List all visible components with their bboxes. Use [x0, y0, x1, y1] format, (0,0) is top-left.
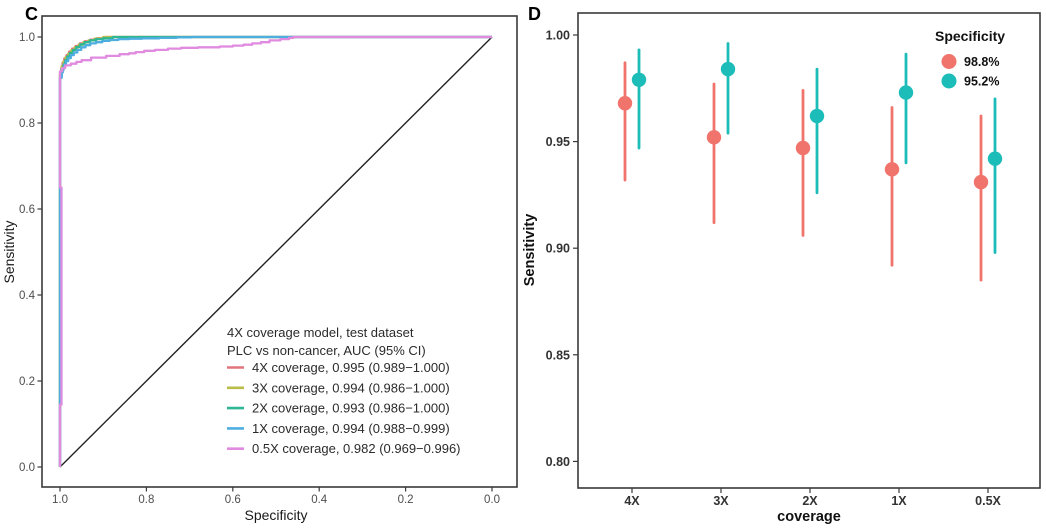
- legend-label-95-2: 95.2%: [964, 75, 999, 89]
- roc-legend-title-line1: 4X coverage model, test dataset: [227, 325, 414, 340]
- x-axis-title: Specificity: [244, 507, 307, 523]
- point-95-2-4x: [631, 72, 647, 87]
- point-95-2-1x: [898, 85, 914, 100]
- y-tick-label: 1.00: [546, 29, 570, 43]
- x-tick-label: 0.8: [138, 494, 154, 506]
- panel-d-frame: [577, 12, 1041, 489]
- panel-c-frame: [41, 15, 518, 488]
- point-98-8-3x: [706, 130, 722, 145]
- y-axis-title: Sensitivity: [522, 214, 538, 287]
- y-tick-label: 1.0: [19, 32, 35, 44]
- point-98-8-0-5x: [973, 174, 989, 190]
- point-98-8-4x: [617, 96, 633, 111]
- point-98-8-1x: [884, 162, 900, 177]
- legend-label-4x-coverage: 4X coverage, 0.995 (0.989−1.000): [252, 360, 450, 375]
- point-95-2-0-5x: [987, 151, 1003, 166]
- point-95-2-3x: [720, 61, 736, 77]
- x-tick-label-3x: 3X: [713, 494, 729, 508]
- legend-label-1x-coverage: 1X coverage, 0.994 (0.988−0.999): [252, 421, 450, 436]
- roc-legend-title-line2: PLC vs non-cancer, AUC (95% CI): [227, 343, 426, 358]
- y-tick-label: 0.2: [19, 376, 35, 388]
- legend-label-3x-coverage: 3X coverage, 0.994 (0.986−1.000): [252, 380, 450, 395]
- x-tick-label: 0.0: [484, 494, 500, 506]
- legend-label-98-8: 98.8%: [964, 55, 999, 69]
- x-tick-label: 1.0: [52, 494, 68, 506]
- x-tick-label-4x: 4X: [624, 494, 640, 508]
- y-tick-label: 0.85: [546, 348, 570, 362]
- roc-curve-1x-coverage: [58, 35, 492, 467]
- x-tick-label-1x: 1X: [891, 494, 907, 508]
- y-tick-label: 0.0: [19, 462, 35, 474]
- specificity-legend: Specificity 98.8% 95.2%: [935, 28, 1005, 89]
- point-95-2-2x: [809, 108, 825, 124]
- y-tick-label: 0.8: [19, 118, 35, 130]
- x-tick-label-0-5x: 0.5X: [975, 494, 1001, 508]
- y-tick-label: 0.95: [546, 135, 570, 149]
- legend-title: Specificity: [935, 28, 1005, 44]
- x-tick-label-2x: 2X: [802, 494, 818, 508]
- legend-key-98-8: [941, 54, 957, 69]
- point-98-8-2x: [795, 140, 811, 156]
- panel-d-label: D: [528, 4, 541, 24]
- legend-label-0-5x-coverage: 0.5X coverage, 0.982 (0.969−0.996): [252, 441, 461, 456]
- y-axis-title: Sensitivity: [1, 220, 17, 283]
- legend-key-95-2: [941, 73, 957, 89]
- y-tick-label: 0.80: [546, 455, 570, 469]
- roc-curve-0-5x-coverage: [58, 35, 492, 467]
- x-tick-label: 0.4: [311, 494, 328, 506]
- x-tick-label: 0.2: [398, 494, 414, 506]
- legend-label-2x-coverage: 2X coverage, 0.993 (0.986−1.000): [252, 401, 450, 416]
- y-tick-label: 0.6: [19, 204, 35, 216]
- y-tick-label: 0.4: [19, 290, 36, 302]
- x-axis-title: coverage: [777, 509, 841, 525]
- roc-legend: 4X coverage model, test dataset PLC vs no…: [227, 325, 461, 456]
- panel-c-label: C: [25, 4, 38, 24]
- roc-chart: 1.0 0.8 0.6 0.4 0.2 0.0 0.0 0.2 0.4 0.6 0.8 1.0 4X c…: [1, 15, 518, 523]
- x-tick-label: 0.6: [225, 494, 241, 506]
- y-tick-label: 0.90: [546, 242, 570, 256]
- sensitivity-errorbar-chart: 1.00 0.95 0.90 0.85 0.80 4X 3X 2X 1X 0.5X Specific…: [522, 12, 1041, 525]
- chance-diagonal-line: [59, 36, 493, 468]
